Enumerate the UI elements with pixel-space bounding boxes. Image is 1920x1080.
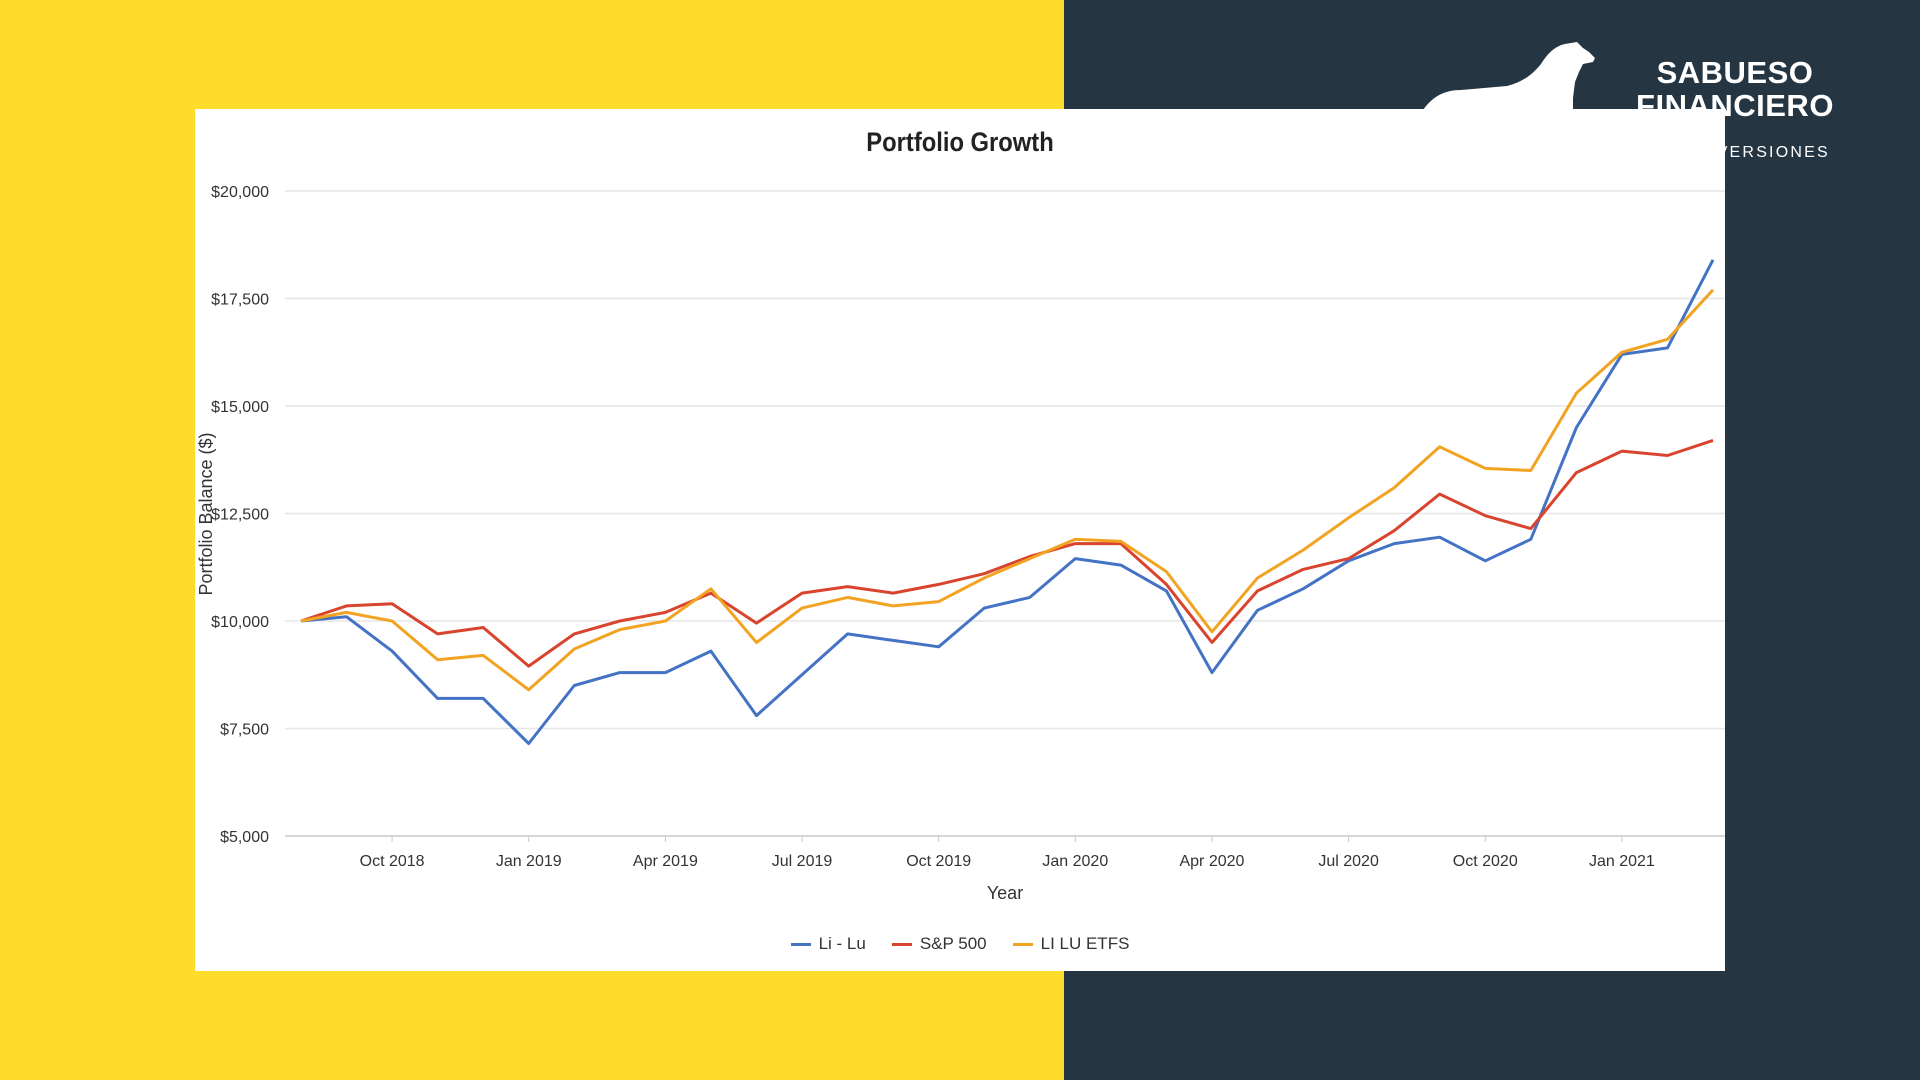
legend-item-li-lu[interactable]: Li - Lu <box>790 934 866 954</box>
dog-icon <box>1423 42 1595 118</box>
y-axis-ticks: $5,000 $7,500 $10,000 $12,500 $15,000 $17,500… <box>211 184 269 846</box>
x-tick-label: Jan 2021 <box>1589 853 1655 870</box>
x-tick-label: Jul 2019 <box>772 853 833 870</box>
x-tick-label: Jul 2020 <box>1318 853 1379 870</box>
brand-name-line1: SABUESO <box>1656 55 1814 90</box>
line-chart: $5,000 $7,500 $10,000 $12,500 $15,000 $17,500… <box>196 184 1725 903</box>
y-tick-label: $7,500 <box>220 722 269 739</box>
y-tick-label: $20,000 <box>211 184 269 201</box>
gridlines <box>285 190 1725 837</box>
legend-swatch-li-lu-etfs <box>1012 942 1033 946</box>
y-tick-label: $17,500 <box>211 292 269 309</box>
legend-label-li-lu-etfs: LI LU ETFS <box>1040 934 1130 953</box>
x-tick-label: Jan 2020 <box>1042 853 1108 870</box>
x-axis-ticks: Oct 2018 Jan 2019 Apr 2019 Jul 2019 Oct 2019… <box>360 836 1655 870</box>
x-tick-label: Jan 2019 <box>496 853 562 870</box>
y-tick-label: $12,500 <box>211 507 269 524</box>
legend-item-li-lu-etfs[interactable]: LI LU ETFS <box>1012 934 1130 954</box>
y-axis-title: Portfolio Balance ($) <box>196 432 216 595</box>
chart-title: Portfolio Growth <box>866 127 1054 157</box>
x-axis-title: Year <box>987 883 1023 903</box>
series-lines <box>300 259 1715 745</box>
legend-swatch-sp500 <box>891 942 912 946</box>
y-tick-label: $10,000 <box>211 614 269 631</box>
x-tick-label: Oct 2019 <box>906 853 971 870</box>
legend: Li - Lu S&P 500 LI LU ETFS <box>195 934 1725 954</box>
legend-label-li-lu: Li - Lu <box>818 934 866 953</box>
series-line-s-p-500[interactable] <box>300 438 1714 668</box>
chart-card: Portfolio Growth $5,000 $7,500 $10,000 $12,… <box>195 109 1725 971</box>
legend-swatch-li-lu <box>790 942 811 946</box>
x-tick-label: Oct 2018 <box>360 853 425 870</box>
legend-item-sp500[interactable]: S&P 500 <box>891 934 987 954</box>
x-tick-label: Oct 2020 <box>1453 853 1518 870</box>
y-tick-label: $5,000 <box>220 829 269 846</box>
x-tick-label: Apr 2020 <box>1179 853 1244 870</box>
y-tick-label: $15,000 <box>211 399 269 416</box>
brand-name: SABUESO FINANCIERO <box>1615 56 1855 122</box>
series-line-li-lu-etfs[interactable] <box>300 288 1715 692</box>
legend-label-sp500: S&P 500 <box>919 934 987 953</box>
x-tick-label: Apr 2019 <box>633 853 698 870</box>
series-line-li-lu[interactable] <box>300 259 1715 745</box>
